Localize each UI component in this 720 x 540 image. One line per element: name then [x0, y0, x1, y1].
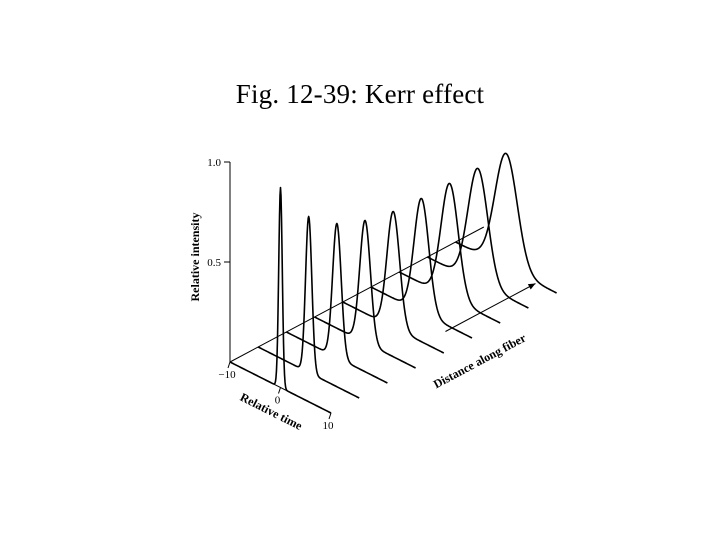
y-tick-label-1: 1.0	[207, 157, 221, 169]
curves-layer	[229, 152, 557, 414]
pulse-curve-9	[455, 152, 557, 294]
x-tick-label-1: 0	[275, 395, 281, 407]
x-tick-2	[328, 412, 332, 420]
x-tick-0	[227, 361, 231, 369]
fiber-direction-arrow-head	[527, 283, 536, 290]
y-axis-label: Relative intensity	[188, 213, 202, 302]
y-tick-label-0: 0.5	[207, 257, 221, 269]
pulse-curve-6	[370, 197, 473, 339]
waterfall-chart: 0.5 1.0 −10 0 10 Relative intensity Relative…	[188, 152, 557, 430]
x-tick-label-2: 10	[323, 420, 335, 430]
pulse-curve-8	[427, 167, 529, 309]
z-axis-label: Distance along fiber	[431, 330, 529, 391]
x-axis-label: Relative time	[238, 390, 305, 430]
fiber-direction-arrow-line	[445, 283, 536, 332]
pulse-curve-2	[257, 215, 360, 399]
pulse-curve-1	[229, 186, 332, 414]
pulse-curve-7	[398, 182, 501, 324]
pulse-curve-4	[314, 219, 416, 369]
x-tick-label-0: −10	[218, 369, 236, 381]
pulse-curve-5	[342, 210, 445, 354]
slide-title: Fig. 12-39: Kerr effect	[235, 79, 485, 109]
kerr-effect-figure: 0.5 1.0 −10 0 10 Relative intensity Relative…	[180, 135, 560, 430]
x-tick-1	[278, 387, 281, 394]
